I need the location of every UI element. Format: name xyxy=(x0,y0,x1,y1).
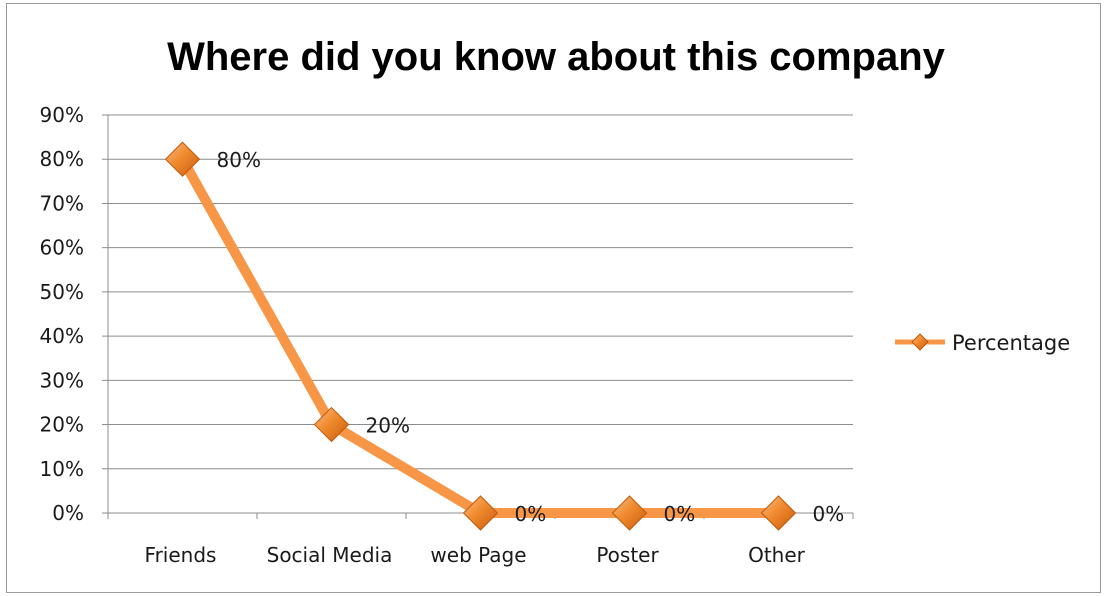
chart-frame xyxy=(6,3,1101,593)
data-label: 0% xyxy=(664,502,696,526)
data-label: 0% xyxy=(813,502,845,526)
y-tick-label: 50% xyxy=(40,280,84,304)
data-label: 20% xyxy=(366,414,410,438)
x-tick-label: Friends xyxy=(145,543,217,567)
x-tick-label: web Page xyxy=(430,543,526,567)
y-tick-label: 80% xyxy=(40,147,84,171)
y-tick-label: 60% xyxy=(40,236,84,260)
y-tick-label: 10% xyxy=(40,457,84,481)
y-axis-tick-labels: 0% 10% 20% 30% 40% 50% 60% 70% 80% 90% xyxy=(40,103,84,525)
data-point-marker xyxy=(760,495,797,531)
data-point-marker xyxy=(611,495,648,531)
legend-label: Percentage xyxy=(952,331,1070,355)
axes xyxy=(102,114,854,519)
legend-marker-swatch xyxy=(911,333,929,351)
data-point-marker xyxy=(462,495,499,531)
data-label: 80% xyxy=(217,148,261,172)
data-label: 0% xyxy=(515,502,547,526)
y-tick-label: 30% xyxy=(40,368,84,392)
x-tick-label: Other xyxy=(748,543,806,567)
data-point-marker xyxy=(164,141,201,177)
y-tick-label: 70% xyxy=(40,191,84,215)
x-tick-label: Social Media xyxy=(267,543,393,567)
y-tick-label: 40% xyxy=(40,324,84,348)
legend: Percentage xyxy=(895,331,1070,355)
y-tick-label: 90% xyxy=(40,103,84,127)
gridlines xyxy=(108,114,853,470)
series-percentage xyxy=(164,141,797,531)
x-tick-label: Poster xyxy=(596,543,659,567)
y-tick-label: 20% xyxy=(40,413,84,437)
data-point-marker xyxy=(313,406,350,443)
chart-title: Where did you know about this company xyxy=(167,35,946,79)
x-axis-tick-labels: Friends Social Media web Page Poster Other xyxy=(145,543,806,567)
data-labels: 80% 20% 0% 0% 0% xyxy=(217,148,845,526)
y-tick-label: 0% xyxy=(52,501,84,525)
